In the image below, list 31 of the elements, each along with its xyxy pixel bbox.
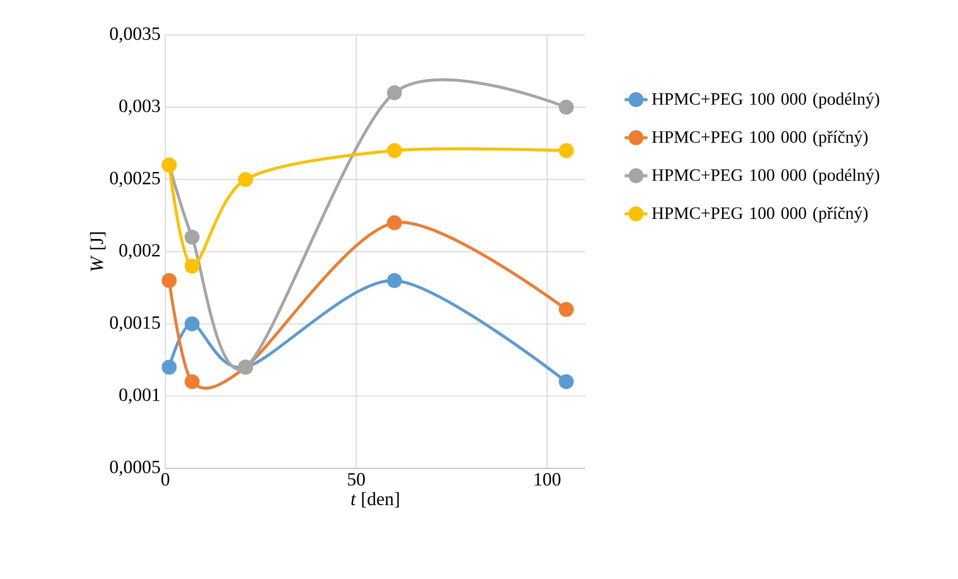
point [162, 273, 177, 288]
legend-label: HPMC+PEG 100 000 (příčný) [652, 206, 868, 223]
y-tick-label: 0,0035 [110, 27, 160, 43]
y-tick-label: 0,0025 [110, 172, 160, 188]
x-tick-label: 50 [348, 473, 365, 486]
x-axis-title: t [den] [351, 492, 399, 508]
point [184, 258, 200, 274]
point [386, 273, 402, 288]
legend-label: HPMC+PEG 100 000 (příčný) [652, 130, 868, 146]
point [184, 374, 200, 390]
point [558, 374, 574, 390]
x-tick-label: 0 [161, 473, 170, 486]
y-tick-label: 0,001 [119, 388, 160, 404]
point [184, 230, 200, 245]
y-tick-label: 0,0015 [110, 316, 160, 332]
y-axis-title: W [J] [90, 232, 106, 272]
x-tick-label: 100 [534, 473, 560, 486]
point [386, 215, 402, 230]
y-tick-label: 0,002 [119, 244, 160, 260]
point [558, 100, 574, 115]
y-tick-label: 0,003 [119, 100, 160, 115]
point [386, 85, 402, 100]
point [184, 316, 200, 332]
point [162, 360, 177, 375]
legend-label: HPMC+PEG 100 000 (podélný) [652, 168, 880, 184]
legend-label: HPMC+PEG 100 000 (podélný) [652, 92, 880, 108]
point [386, 143, 402, 158]
y-tick-label: 0,0005 [110, 460, 160, 476]
point [558, 302, 574, 317]
point [558, 143, 574, 158]
point [238, 172, 253, 187]
